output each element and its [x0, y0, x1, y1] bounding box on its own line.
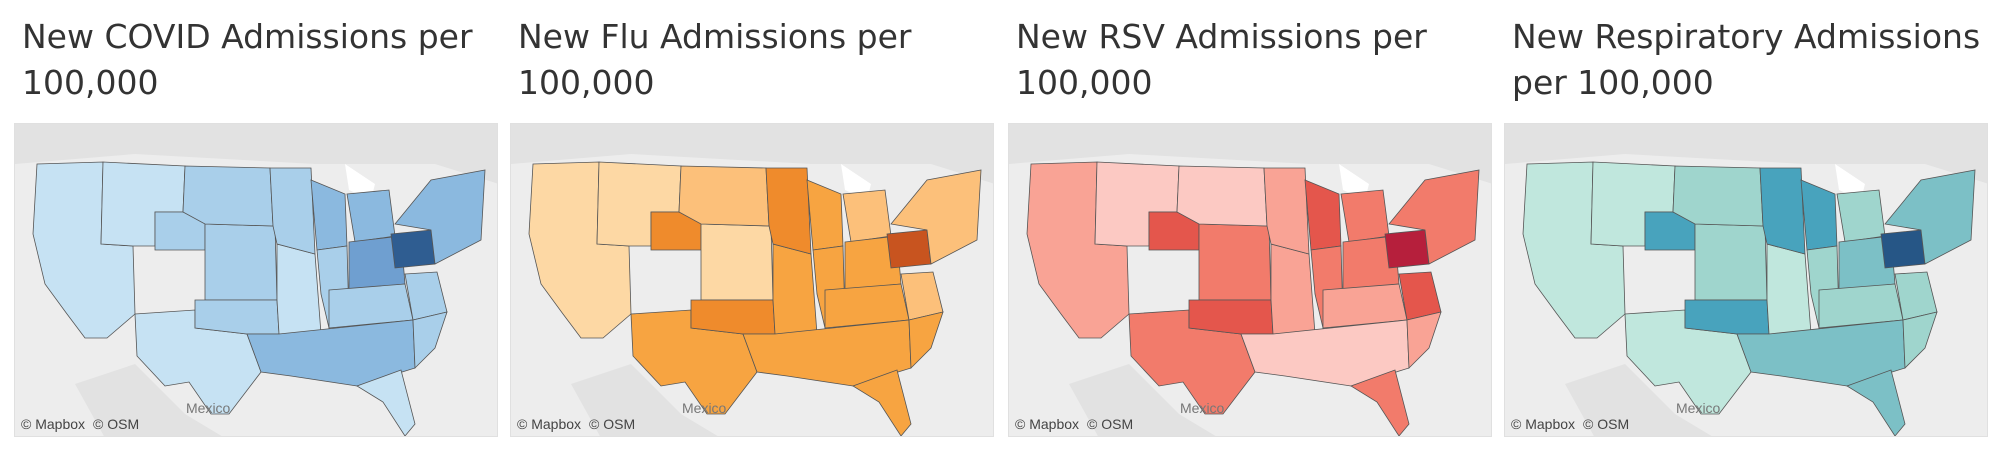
region-mo_ar[interactable] [1270, 243, 1316, 335]
mapbox-credit[interactable]: © Mapbox [517, 416, 582, 432]
region-mo_ar[interactable] [276, 243, 322, 335]
region-pa[interactable] [1880, 229, 1926, 269]
respiratory-panel: New Respiratory Admissions per 100,000 M… [1504, 0, 1988, 450]
region-dak[interactable] [678, 165, 770, 227]
osm-credit[interactable]: © OSM [589, 416, 636, 432]
region-mi[interactable] [1836, 189, 1886, 243]
region-dak[interactable] [1176, 165, 1268, 227]
region-ny_ne[interactable] [890, 169, 982, 265]
region-mn[interactable] [1759, 167, 1806, 255]
canada-land [1009, 124, 1491, 184]
map-attribution[interactable]: © Mapbox © OSM [517, 416, 643, 432]
respiratory-choropleth-map[interactable]: Mexico © Mapbox © OSM [1504, 123, 1988, 437]
region-ok[interactable] [194, 299, 280, 335]
region-sc[interactable] [908, 311, 944, 369]
mexico-label: Mexico [1676, 400, 1721, 416]
region-ne_ks[interactable] [1694, 223, 1768, 301]
region-ne_ks[interactable] [700, 223, 774, 301]
region-ny_ne[interactable] [1884, 169, 1976, 265]
flu-choropleth-map[interactable]: Mexico © Mapbox © OSM [510, 123, 994, 437]
map-attribution[interactable]: © Mapbox © OSM [1015, 416, 1141, 432]
flu-panel: New Flu Admissions per 100,000 Mexico © … [510, 0, 994, 450]
region-dak[interactable] [182, 165, 274, 227]
region-sc[interactable] [1406, 311, 1442, 369]
region-ok[interactable] [690, 299, 776, 335]
region-mn[interactable] [1263, 167, 1310, 255]
region-fl[interactable] [1350, 369, 1410, 436]
lakes [1339, 164, 1369, 200]
region-dak[interactable] [1672, 165, 1764, 227]
flu-map-title: New Flu Admissions per 100,000 [518, 17, 912, 102]
canada-land [15, 124, 497, 184]
region-pa[interactable] [886, 229, 932, 269]
rsv-map-title: New RSV Admissions per 100,000 [1016, 17, 1427, 102]
region-fl[interactable] [852, 369, 912, 436]
region-fl[interactable] [1846, 369, 1906, 436]
region-mi[interactable] [842, 189, 892, 243]
lakes [345, 164, 375, 200]
map-attribution[interactable]: © Mapbox © OSM [21, 416, 147, 432]
osm-credit[interactable]: © OSM [1583, 416, 1630, 432]
mexico-label: Mexico [682, 400, 727, 416]
region-pa[interactable] [390, 229, 436, 269]
mexico-land [1565, 364, 1712, 436]
respiratory-map-svg[interactable] [1505, 124, 1988, 437]
mexico-land [1069, 364, 1216, 436]
region-ok[interactable] [1188, 299, 1274, 335]
mexico-label: Mexico [186, 400, 231, 416]
covid-map-svg[interactable] [15, 124, 498, 437]
mexico-label: Mexico [1180, 400, 1225, 416]
mapbox-credit[interactable]: © Mapbox [21, 416, 86, 432]
region-mi[interactable] [346, 189, 396, 243]
mapbox-credit[interactable]: © Mapbox [1511, 416, 1576, 432]
lakes [841, 164, 871, 200]
region-ny_ne[interactable] [394, 169, 486, 265]
lakes [1835, 164, 1865, 200]
rsv-choropleth-map[interactable]: Mexico © Mapbox © OSM [1008, 123, 1492, 437]
region-mn[interactable] [269, 167, 316, 255]
covid-map-title: New COVID Admissions per 100,000 [22, 17, 473, 102]
region-ne_ks[interactable] [204, 223, 278, 301]
mapbox-credit[interactable]: © Mapbox [1015, 416, 1080, 432]
flu-map-svg[interactable] [511, 124, 994, 437]
map-attribution[interactable]: © Mapbox © OSM [1511, 416, 1637, 432]
region-mo_ar[interactable] [772, 243, 818, 335]
region-sc[interactable] [1902, 311, 1938, 369]
mexico-land [571, 364, 718, 436]
region-ne_ks[interactable] [1198, 223, 1272, 301]
region-wi[interactable] [310, 179, 348, 251]
rsv-panel: New RSV Admissions per 100,000 Mexico © … [1008, 0, 1492, 450]
mexico-land [75, 364, 222, 436]
region-wi[interactable] [806, 179, 844, 251]
region-ny_ne[interactable] [1388, 169, 1480, 265]
region-ok[interactable] [1684, 299, 1770, 335]
region-wi[interactable] [1304, 179, 1342, 251]
region-sc[interactable] [412, 311, 448, 369]
region-mo_ar[interactable] [1766, 243, 1812, 335]
region-pa[interactable] [1384, 229, 1430, 269]
covid-choropleth-map[interactable]: Mexico © Mapbox © OSM [14, 123, 498, 437]
rsv-map-svg[interactable] [1009, 124, 1492, 437]
region-mi[interactable] [1340, 189, 1390, 243]
osm-credit[interactable]: © OSM [93, 416, 140, 432]
covid-panel: New COVID Admissions per 100,000 Mexico … [14, 0, 498, 450]
region-mn[interactable] [765, 167, 812, 255]
osm-credit[interactable]: © OSM [1087, 416, 1134, 432]
canada-land [511, 124, 993, 184]
region-fl[interactable] [356, 369, 416, 436]
respiratory-map-title: New Respiratory Admissions per 100,000 [1512, 17, 1981, 102]
region-wi[interactable] [1800, 179, 1838, 251]
canada-land [1505, 124, 1987, 184]
